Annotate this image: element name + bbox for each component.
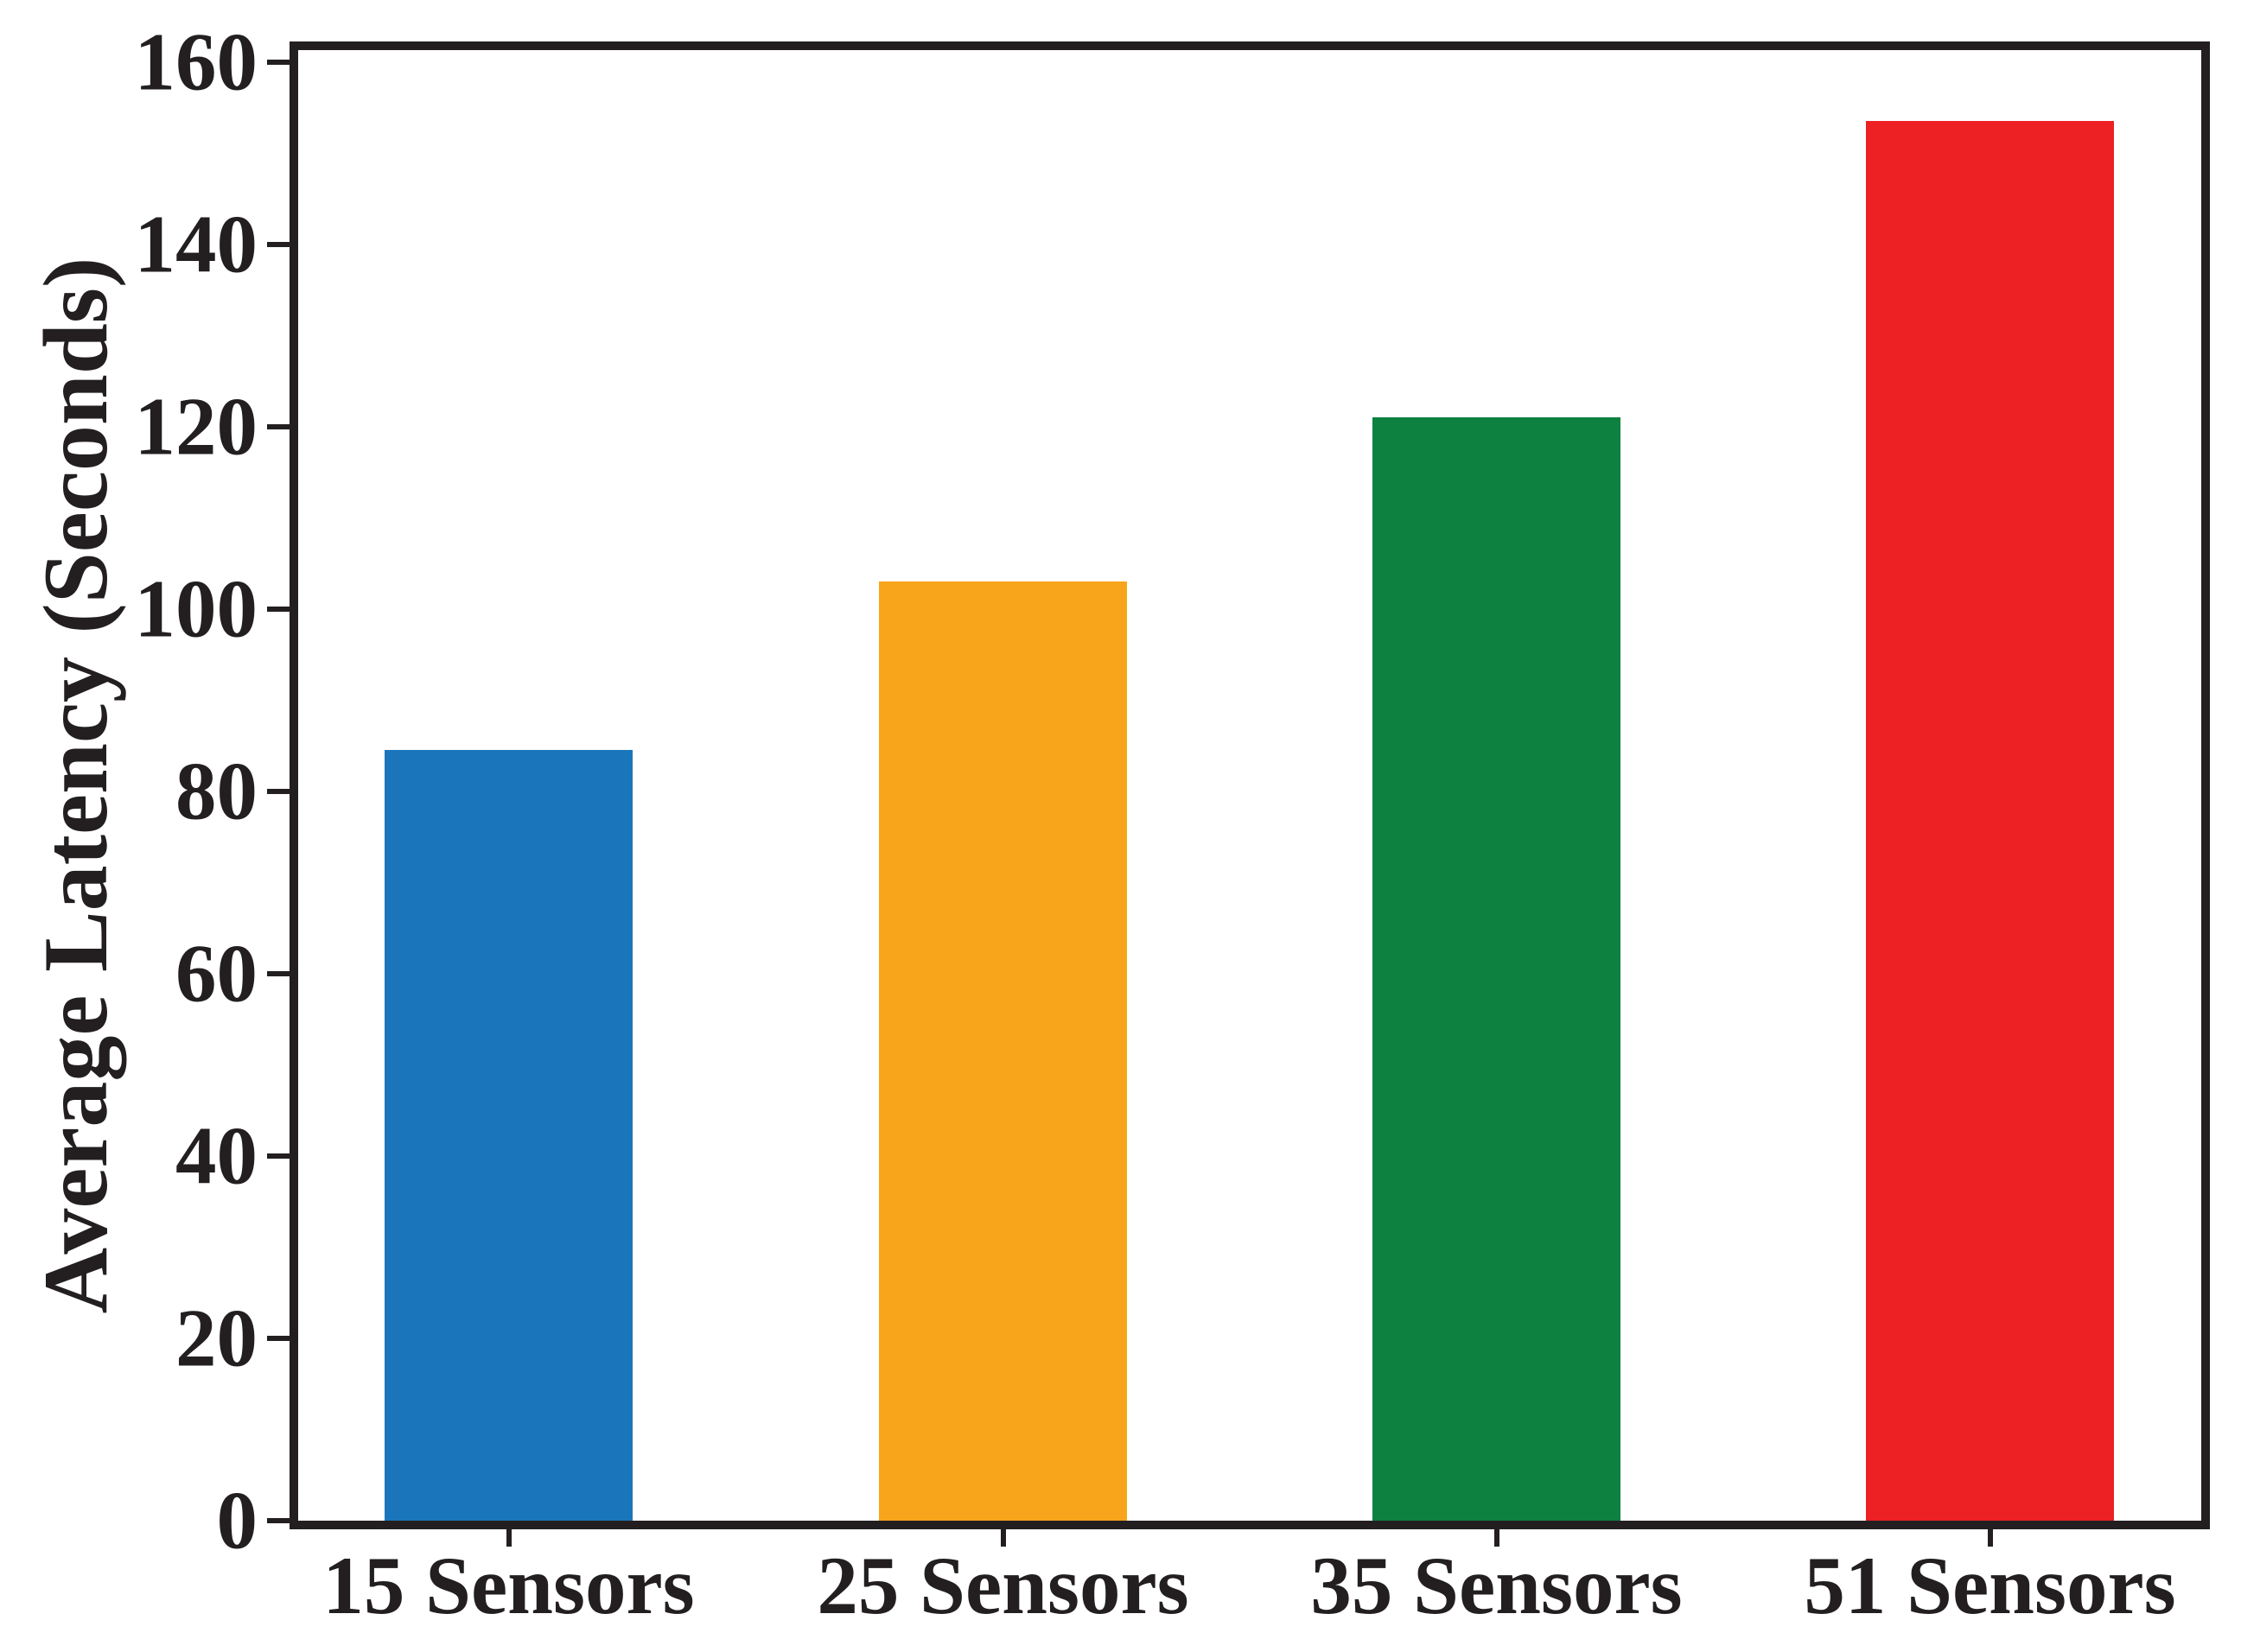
x-tick-label-35-sensors: 35 Sensors (1310, 1540, 1683, 1631)
y-tick-label-120: 120 (134, 380, 258, 473)
y-tick-label-140: 140 (134, 198, 258, 290)
y-tick-label-100: 100 (134, 562, 258, 655)
bar-51-sensors (1866, 121, 2114, 1521)
bar-15-sensors (385, 750, 633, 1521)
y-tick-label-80: 80 (175, 745, 258, 837)
y-tick-label-20: 20 (175, 1292, 258, 1384)
x-tick-mark-25-sensors (1000, 1528, 1006, 1547)
x-tick-label-51-sensors: 51 Sensors (1804, 1540, 2176, 1631)
y-tick-label-160: 160 (134, 16, 258, 108)
y-tick-mark-160 (267, 59, 291, 65)
y-tick-label-60: 60 (175, 927, 258, 1020)
x-tick-label-25-sensors: 25 Sensors (817, 1540, 1189, 1631)
bar-25-sensors (879, 581, 1127, 1521)
bar-35-sensors (1372, 417, 1620, 1521)
y-tick-label-0: 0 (216, 1474, 258, 1566)
y-tick-label-40: 40 (175, 1109, 258, 1202)
plot-area (290, 41, 2210, 1529)
x-tick-label-15-sensors: 15 Sensors (322, 1540, 695, 1631)
y-tick-mark-20 (267, 1335, 291, 1341)
bars-container (298, 50, 2201, 1521)
y-tick-mark-60 (267, 970, 291, 976)
y-tick-mark-120 (267, 423, 291, 429)
x-tick-mark-51-sensors (1987, 1528, 1993, 1547)
y-tick-mark-80 (267, 788, 291, 794)
y-tick-mark-140 (267, 241, 291, 247)
x-tick-mark-35-sensors (1493, 1528, 1499, 1547)
x-tick-mark-15-sensors (506, 1528, 512, 1547)
y-tick-mark-100 (267, 606, 291, 612)
y-tick-mark-0 (267, 1518, 291, 1523)
y-tick-mark-40 (267, 1153, 291, 1159)
